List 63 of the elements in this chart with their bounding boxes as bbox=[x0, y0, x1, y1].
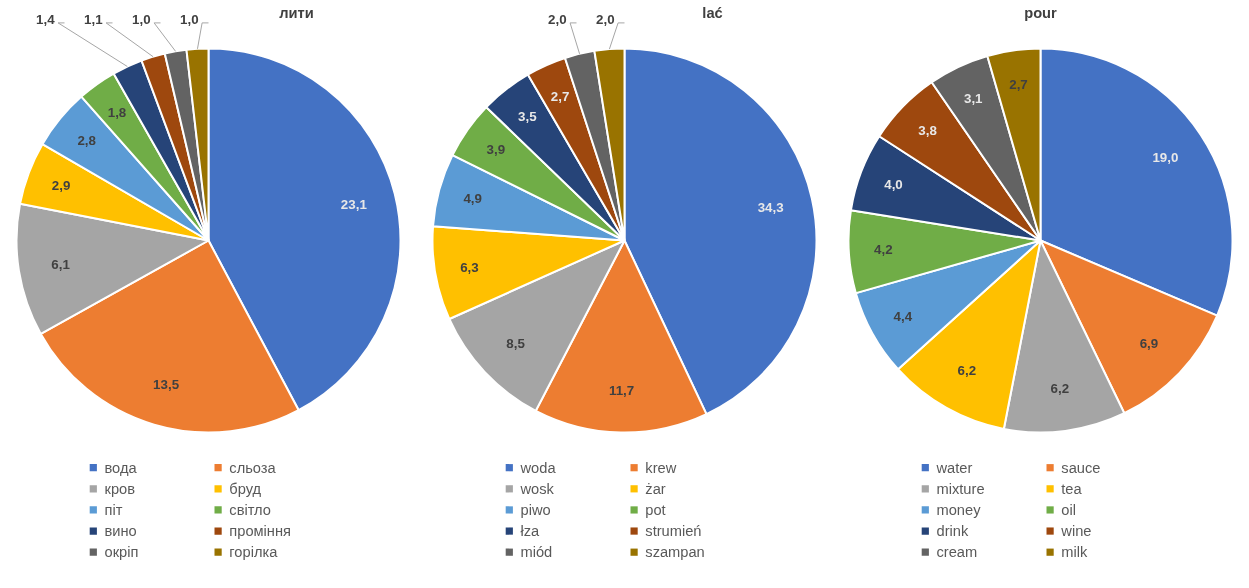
data-label: 1,0 bbox=[132, 12, 151, 28]
legend-label: mixture bbox=[936, 480, 985, 497]
data-label: 3,1 bbox=[963, 90, 984, 106]
legend-label: krew bbox=[645, 459, 677, 476]
data-label: 8,5 bbox=[506, 335, 526, 351]
legend-label: łza bbox=[520, 523, 541, 540]
legend-label: бруд bbox=[229, 480, 262, 497]
legend-label: piwo bbox=[520, 501, 551, 518]
data-label: 1,4 bbox=[36, 12, 56, 28]
data-label: 3,9 bbox=[486, 142, 506, 158]
data-label: 6,9 bbox=[1139, 336, 1159, 352]
legend-label: money bbox=[936, 501, 982, 518]
chart-title: pour bbox=[1024, 5, 1058, 22]
legend-label: кров bbox=[104, 480, 136, 497]
chart-title: lać bbox=[702, 5, 723, 22]
legend-label: szampan bbox=[645, 544, 705, 561]
chart-title: лити bbox=[279, 5, 314, 22]
legend-label: проміння bbox=[229, 523, 291, 540]
legend-label: drink bbox=[936, 523, 969, 540]
data-label: 4,4 bbox=[893, 309, 913, 325]
data-label: 1,8 bbox=[107, 104, 127, 120]
data-label: 2,7 bbox=[550, 89, 570, 105]
legend-label: tea bbox=[1061, 480, 1083, 497]
data-label: 34,3 bbox=[757, 200, 784, 216]
data-label: 6,2 bbox=[1050, 381, 1070, 397]
legend-label: sauce bbox=[1061, 459, 1101, 476]
data-label: 1,0 bbox=[180, 12, 199, 28]
data-label: 23,1 bbox=[340, 196, 368, 212]
data-label: 6,3 bbox=[460, 260, 479, 276]
legend-label: wosk bbox=[519, 480, 555, 497]
legend-label: горілка bbox=[229, 544, 279, 561]
data-label: 4,9 bbox=[463, 191, 482, 207]
data-label: 11,7 bbox=[608, 382, 635, 398]
legend-label: żar bbox=[645, 480, 666, 497]
legend-label: окріп bbox=[104, 544, 139, 561]
legend-label: wine bbox=[1060, 523, 1092, 540]
data-label: 13,5 bbox=[153, 376, 180, 392]
legend-label: pot bbox=[645, 501, 666, 518]
data-label: 1,1 bbox=[84, 12, 104, 28]
legend-label: вино bbox=[104, 523, 137, 540]
data-label: 2,0 bbox=[548, 12, 567, 28]
data-label: 19,0 bbox=[1152, 150, 1179, 166]
legend-label: woda bbox=[519, 459, 557, 476]
data-label: 2,7 bbox=[1009, 77, 1028, 93]
data-label: 6,1 bbox=[51, 256, 71, 272]
data-label: 2,0 bbox=[596, 12, 615, 28]
legend-label: milk bbox=[1061, 544, 1089, 561]
legend-label: вода bbox=[104, 459, 138, 476]
legend-label: strumień bbox=[645, 523, 702, 540]
legend-label: water bbox=[935, 459, 973, 476]
data-label: 4,0 bbox=[884, 176, 903, 192]
legend-label: oil bbox=[1061, 501, 1076, 518]
data-label: 4,2 bbox=[874, 242, 893, 258]
legend-label: світло bbox=[229, 501, 271, 518]
legend-label: miód bbox=[520, 544, 553, 561]
legend-label: сльоза bbox=[229, 459, 277, 476]
legend-label: піт bbox=[104, 501, 123, 518]
data-label: 2,9 bbox=[51, 177, 71, 193]
legend-label: cream bbox=[936, 544, 978, 561]
data-label: 3,8 bbox=[918, 123, 937, 139]
data-label: 3,5 bbox=[518, 109, 538, 125]
data-label: 2,8 bbox=[77, 133, 96, 149]
data-label: 6,2 bbox=[957, 363, 977, 379]
